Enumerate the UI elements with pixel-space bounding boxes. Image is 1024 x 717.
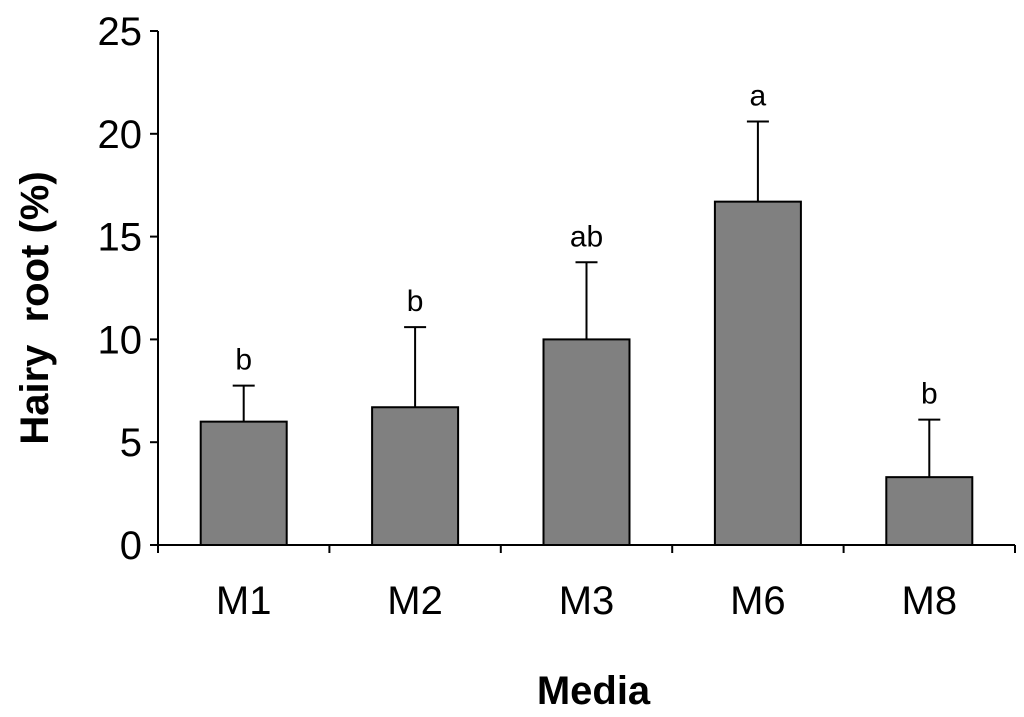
bar-m6 <box>713 200 802 546</box>
y-tick-label: 0 <box>120 524 142 568</box>
x-tick-label: M8 <box>902 579 958 623</box>
y-axis-ticks: 0 5 10 15 20 25 <box>98 10 158 568</box>
y-tick-label: 20 <box>98 113 143 157</box>
x-tick-label: M1 <box>216 579 272 623</box>
significance-letter: a <box>750 79 767 112</box>
y-tick-label: 25 <box>98 10 143 54</box>
y-axis-title: Hairy root (%) <box>13 171 57 444</box>
y-tick-label: 10 <box>98 318 143 362</box>
significance-letter: b <box>407 285 424 318</box>
significance-letter: b <box>921 378 938 411</box>
error-bars <box>232 120 941 478</box>
x-axis-ticks: M1 M2 M3 M6 M8 <box>157 545 1016 623</box>
y-tick-label: 15 <box>98 216 143 260</box>
bar-m8 <box>885 476 974 547</box>
bars <box>199 200 974 547</box>
significance-letter: b <box>235 344 252 377</box>
bar-m1 <box>199 420 288 547</box>
y-tick-label: 5 <box>120 421 142 465</box>
x-tick-label: M2 <box>387 579 443 623</box>
bar-m2 <box>371 406 460 546</box>
bar-m3 <box>542 338 631 546</box>
x-axis-title: Media <box>537 669 651 713</box>
x-tick-label: M6 <box>730 579 786 623</box>
significance-letter: ab <box>570 220 603 253</box>
x-tick-label: M3 <box>559 579 615 623</box>
